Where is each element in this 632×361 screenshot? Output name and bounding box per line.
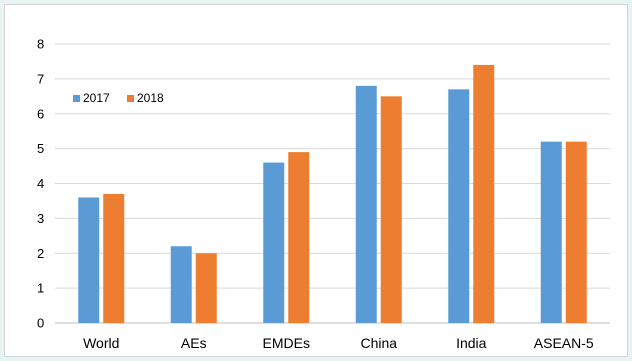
x-category-label: AEs — [181, 335, 207, 351]
gridlines — [55, 43, 610, 324]
y-tick-label: 7 — [37, 71, 44, 86]
bar-emdes-2017 — [263, 162, 285, 323]
bar-aes-2017 — [170, 246, 192, 323]
chart-frame: 0 1 2 3 4 5 6 7 8 World AEs EMDEs China India ASEAN-5… — [4, 4, 628, 357]
bar-india-2017 — [448, 89, 470, 324]
bar-emdes-2018 — [288, 152, 310, 323]
bar-world-2017 — [78, 197, 100, 323]
legend-swatch-2017 — [73, 95, 80, 102]
legend-label-2018: 2018 — [137, 91, 164, 105]
x-axis-category-labels: World AEs EMDEs China India ASEAN-5 — [83, 335, 594, 351]
y-tick-label: 0 — [37, 316, 44, 331]
x-category-label: ASEAN-5 — [534, 335, 594, 351]
bar-india-2018 — [473, 64, 495, 324]
x-category-label: EMDEs — [263, 335, 310, 351]
x-category-label: China — [360, 335, 397, 351]
y-tick-label: 8 — [37, 37, 44, 52]
legend: 2017 2018 — [73, 91, 164, 105]
bars — [78, 64, 587, 324]
bar-china-2018 — [380, 96, 402, 323]
bar-aes-2018 — [195, 253, 217, 323]
bar-china-2017 — [355, 85, 377, 323]
bar-asean-5-2018 — [565, 141, 587, 323]
y-tick-label: 4 — [37, 176, 44, 191]
bar-world-2018 — [103, 193, 125, 323]
legend-label-2017: 2017 — [83, 91, 110, 105]
bar-chart: 0 1 2 3 4 5 6 7 8 World AEs EMDEs China India ASEAN-5… — [37, 37, 610, 351]
y-tick-label: 3 — [37, 211, 44, 226]
x-category-label: India — [456, 335, 487, 351]
bar-asean-5-2017 — [540, 141, 562, 323]
y-axis-tick-labels: 0 1 2 3 4 5 6 7 8 — [37, 37, 44, 331]
y-tick-label: 6 — [37, 106, 44, 121]
legend-swatch-2018 — [127, 95, 134, 102]
y-tick-label: 1 — [37, 281, 44, 296]
y-tick-label: 5 — [37, 141, 44, 156]
x-category-label: World — [83, 335, 119, 351]
y-tick-label: 2 — [37, 246, 44, 261]
